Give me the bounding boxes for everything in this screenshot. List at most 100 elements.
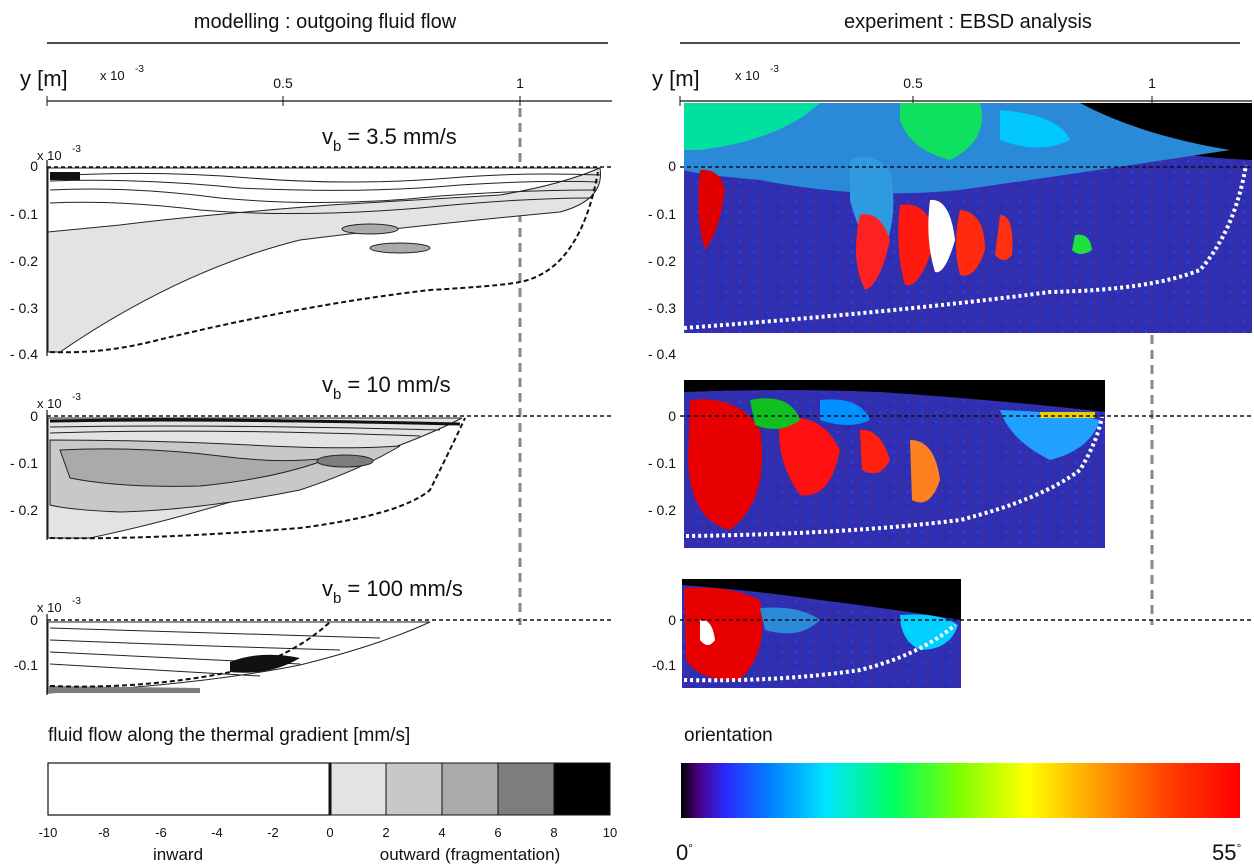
right-x-tick-label: 0.5 [903, 75, 923, 91]
ebsd-grain [760, 607, 820, 634]
y-tick-label: - 0.1 [10, 455, 38, 471]
orientation-max-label: 55° [1212, 840, 1241, 865]
flow-region-dark [230, 654, 300, 673]
colorbar-band [441, 762, 499, 816]
ebsd-grain [684, 587, 763, 681]
ebsd-void [1080, 103, 1252, 160]
flow-contour [49, 639, 341, 651]
melt-boundary [49, 171, 599, 354]
ebsd-grain [898, 204, 935, 286]
melt-boundary [683, 623, 957, 683]
y-tick-label: - 0.2 [10, 253, 38, 269]
y-tick-label: 0 [668, 612, 676, 628]
orientation-colorbar [681, 763, 1240, 818]
left-x-tick-label: 0.5 [273, 75, 293, 91]
y-tick-label: - 0.1 [648, 455, 676, 471]
flow-contour [49, 418, 461, 426]
panel-multiplier: x 10 [37, 148, 62, 163]
left-y-axis-label: y [m] [20, 66, 68, 91]
orientation-min-label: 0° [676, 840, 693, 865]
flow-contour [49, 430, 421, 437]
ebsd-grain [995, 215, 1013, 260]
left-panel-3: vb = 100 mm/s x 10 -3 0 -0.1 [14, 576, 612, 695]
colorbar-tick-label: 4 [438, 825, 445, 840]
ebsd-map-2 [680, 380, 1252, 548]
left-section-title: modelling : outgoing fluid flow [194, 11, 457, 33]
colorbar-band [553, 762, 611, 816]
flow-contour [49, 172, 601, 183]
panel-multiplier-exp: -3 [72, 596, 81, 607]
panel-multiplier: x 10 [37, 396, 62, 411]
melt-boundary [685, 415, 1104, 538]
colorbar-tick-label: 0 [326, 825, 333, 840]
ebsd-grain [684, 103, 820, 150]
y-tick-label: - 0.3 [10, 300, 38, 316]
y-tick-label: - 0.4 [10, 346, 38, 362]
colorbar-band-inward [47, 762, 331, 816]
colorbar-tick-label: -2 [267, 825, 279, 840]
ebsd-grain [779, 418, 840, 496]
flow-contour [49, 663, 261, 677]
y-tick-label: 0 [30, 158, 38, 174]
y-tick-label: - 0.2 [648, 253, 676, 269]
ebsd-grain [698, 169, 725, 250]
colorbar-tick-label: 2 [382, 825, 389, 840]
flow-contour [49, 627, 381, 639]
y-tick-label: -0.1 [14, 657, 38, 673]
panel-multiplier-exp: -3 [72, 392, 81, 403]
velocity-label: vb = 3.5 mm/s [322, 124, 457, 155]
flow-island [369, 242, 431, 254]
flow-region-strong [48, 686, 200, 693]
y-tick-label: - 0.3 [648, 300, 676, 316]
panel-multiplier-exp: -3 [72, 144, 81, 155]
ebsd-grain [820, 399, 870, 425]
colorbar-tick-label: 10 [603, 825, 617, 840]
colorbar-tick-label: -6 [155, 825, 167, 840]
y-tick-label: -0.1 [652, 657, 676, 673]
left-x-tick-label: 1 [516, 75, 524, 91]
ebsd-grain [688, 399, 762, 530]
colorbar-tick-label: -8 [98, 825, 110, 840]
ebsd-map-3 [680, 579, 1252, 688]
right-section-title: experiment : EBSD analysis [844, 11, 1092, 33]
flow-contour [49, 188, 597, 204]
melt-boundary [49, 621, 331, 688]
colorbar-tick-label: -10 [39, 825, 58, 840]
left-panel-2: vb = 10 mm/s x 10 -3 0 - 0.1 - 0.2 [10, 372, 612, 540]
right-x-multiplier: x 10 [735, 68, 760, 83]
colorbar-band [385, 762, 443, 816]
flow-island [316, 454, 374, 468]
flow-island [341, 223, 399, 235]
ebsd-grain [900, 614, 958, 650]
y-tick-label: - 0.1 [648, 206, 676, 222]
velocity-label: vb = 10 mm/s [322, 372, 451, 403]
colorbar-tick-label: 8 [550, 825, 557, 840]
velocity-label: vb = 100 mm/s [322, 576, 463, 607]
flow-colorbar-title: fluid flow along the thermal gradient [m… [48, 725, 410, 746]
flow-contour [49, 197, 593, 215]
right-x-tick-label: 1 [1148, 75, 1156, 91]
y-tick-label: - 0.4 [648, 346, 676, 362]
melt-boundary [683, 164, 1248, 330]
left-x-multiplier: x 10 [100, 68, 125, 83]
y-tick-label: 0 [30, 408, 38, 424]
ebsd-map-1 [680, 103, 1252, 333]
colorbar-tick-label: -4 [211, 825, 223, 840]
ebsd-grain [900, 103, 982, 160]
colorbar-tick-label: 6 [494, 825, 501, 840]
melt-boundary [49, 417, 466, 540]
ebsd-grain [860, 429, 890, 474]
y-tick-label: - 0.2 [648, 502, 676, 518]
orientation-colorbar-title: orientation [684, 725, 773, 746]
ebsd-grain [1072, 234, 1092, 254]
right-x-multiplier-exp: -3 [770, 64, 779, 75]
left-panel-1: vb = 3.5 mm/s x 10 -3 0 - 0.1 - 0.2 - 0.3… [10, 124, 612, 362]
y-tick-label: 0 [668, 158, 676, 174]
y-tick-label: - 0.1 [10, 206, 38, 222]
colorbar-band [497, 762, 555, 816]
ebsd-grain [1040, 412, 1095, 418]
y-tick-label: 0 [30, 612, 38, 628]
colorbar-band [329, 762, 387, 816]
ebsd-grain [700, 619, 715, 645]
